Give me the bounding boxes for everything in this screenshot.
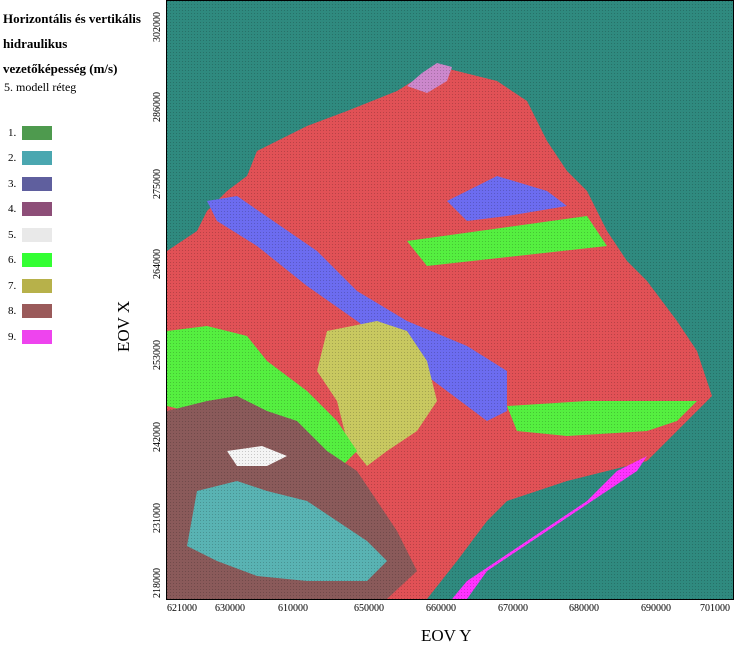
- legend-item: 7.: [8, 273, 52, 299]
- x-tick-label: 630000: [215, 603, 245, 614]
- legend-swatch: [22, 329, 52, 344]
- legend-item: 9.: [8, 324, 52, 350]
- y-tick-label: 242000: [152, 422, 163, 452]
- legend-item: 5.: [8, 222, 52, 248]
- legend-item: 8.: [8, 299, 52, 325]
- legend-item-label: 5.: [8, 228, 17, 241]
- legend-item: 4.: [8, 197, 52, 223]
- legend-item-label: 3.: [8, 177, 17, 190]
- x-tick-label: 680000: [569, 603, 599, 614]
- x-tick-label: 690000: [641, 603, 671, 614]
- legend-item: 1.: [8, 120, 52, 146]
- legend-swatch: [22, 253, 52, 268]
- legend-swatch: [22, 176, 52, 191]
- legend-list: 1. 2. 3. 4. 5. 6. 7. 8. 9.: [8, 120, 52, 350]
- legend-item: 2.: [8, 146, 52, 172]
- map-texture-overlay: [167, 1, 733, 599]
- y-tick-label: 286000: [152, 92, 163, 122]
- x-axis-label: EOV Y: [421, 626, 472, 645]
- legend-item: 6.: [8, 248, 52, 274]
- x-tick-label: 621000: [167, 603, 197, 614]
- y-tick-label: 302000: [152, 12, 163, 42]
- x-tick-label: 660000: [426, 603, 456, 614]
- y-tick-label: 275000: [152, 169, 163, 199]
- legend-swatch: [22, 227, 52, 242]
- y-tick-label: 218000: [152, 568, 163, 598]
- x-tick-label: 610000: [278, 603, 308, 614]
- legend-item-label: 2.: [8, 152, 17, 165]
- legend-item: 3.: [8, 171, 52, 197]
- legend-item-label: 9.: [8, 330, 17, 343]
- legend-swatch: [22, 278, 52, 293]
- map-area[interactable]: [166, 0, 734, 600]
- legend-item-label: 4.: [8, 203, 17, 216]
- legend-subtitle: 5. modell réteg: [4, 80, 77, 94]
- y-tick-label: 231000: [152, 503, 163, 533]
- x-tick-label: 650000: [354, 603, 384, 614]
- legend-item-label: 6.: [8, 254, 17, 267]
- legend-item-label: 1.: [8, 126, 17, 139]
- y-tick-label: 264000: [152, 249, 163, 279]
- legend-swatch: [22, 202, 52, 217]
- legend-swatch: [22, 125, 52, 140]
- legend-item-label: 8.: [8, 305, 17, 318]
- legend-swatch: [22, 304, 52, 319]
- legend-item-label: 7.: [8, 279, 17, 292]
- legend-swatch: [22, 151, 52, 166]
- legend-title: Horizontális és vertikális hidraulikus v…: [3, 11, 141, 76]
- y-axis-label: EOV X: [114, 300, 133, 352]
- y-tick-label: 253000: [152, 340, 163, 370]
- x-tick-label: 701000: [700, 603, 730, 614]
- map-svg: [167, 1, 733, 599]
- x-tick-label: 670000: [498, 603, 528, 614]
